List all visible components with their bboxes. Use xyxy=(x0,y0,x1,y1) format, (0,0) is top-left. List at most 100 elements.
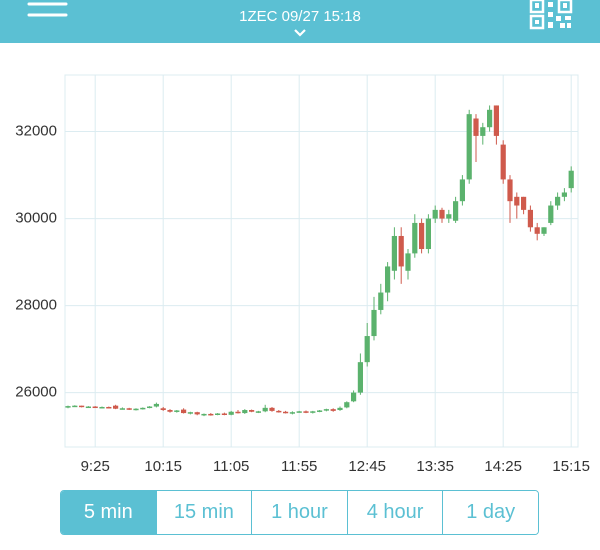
expand-chevron[interactable] xyxy=(294,29,306,37)
candle-body xyxy=(194,412,200,415)
candle-body xyxy=(187,412,193,414)
candle-body xyxy=(480,127,486,136)
candle-body xyxy=(283,411,289,414)
interval-tab[interactable]: 1 day xyxy=(442,491,538,534)
candle-body xyxy=(160,408,166,411)
candle-body xyxy=(357,362,363,393)
candle-body xyxy=(419,222,425,250)
candle-body xyxy=(371,309,377,337)
candle-body xyxy=(201,413,207,416)
candle-body xyxy=(249,410,255,412)
y-tick-label: 26000 xyxy=(15,384,57,401)
candle-body xyxy=(113,405,119,409)
chart: 26000 28000 30000 32000 9:25 10:15 11:05 11:55 1… xyxy=(15,74,590,475)
candle-body xyxy=(561,192,567,197)
candle-body xyxy=(85,406,91,409)
candle-body xyxy=(215,413,221,415)
candle-body xyxy=(555,196,561,206)
candle-body xyxy=(126,408,132,410)
candle-body xyxy=(208,413,214,416)
candle-body xyxy=(79,405,85,408)
x-tick-label: 12:45 xyxy=(348,458,386,475)
candle-body xyxy=(262,407,268,412)
candle-body xyxy=(153,403,159,407)
candle-body xyxy=(527,209,533,228)
x-tick-label: 15:15 xyxy=(552,458,590,475)
candle-body xyxy=(92,406,98,409)
interval-tab[interactable]: 15 min xyxy=(155,491,252,534)
candle-body xyxy=(99,406,105,409)
candle-body xyxy=(167,410,173,412)
candle-body xyxy=(330,409,336,411)
candle-body xyxy=(228,411,234,415)
candle-body xyxy=(507,179,513,202)
candle-body xyxy=(412,222,418,254)
candle-body xyxy=(473,118,479,136)
candle-body xyxy=(181,409,187,414)
candle-body xyxy=(317,410,323,412)
candle-body xyxy=(106,406,112,409)
header-subtitle: 1ZEC 09/27 15:18 xyxy=(239,8,361,25)
candle-body xyxy=(344,402,350,408)
candle-body xyxy=(391,235,397,271)
candle-body xyxy=(235,411,241,414)
candle-body xyxy=(385,266,391,293)
x-tick-label: 10:15 xyxy=(144,458,182,475)
candle-body xyxy=(269,407,275,411)
candle-body xyxy=(521,196,527,210)
candle-body xyxy=(221,413,227,415)
candle-body xyxy=(303,411,309,413)
candle-body xyxy=(459,179,465,202)
x-tick-label: 14:25 xyxy=(484,458,522,475)
candle-body xyxy=(446,214,452,219)
candle-body xyxy=(514,196,520,206)
header-icons: 1ZEC 09/27 15:18 xyxy=(27,0,573,37)
candle-body xyxy=(242,410,248,414)
candle-body xyxy=(337,407,343,411)
candle-body xyxy=(296,411,302,413)
plot-frame xyxy=(64,74,579,448)
candle-body xyxy=(133,408,139,411)
candle-body xyxy=(140,407,146,410)
interval-tabs: 5 min 15 min 1 hour 4 hour 1 day xyxy=(60,490,539,535)
y-tick-label: 28000 xyxy=(15,297,57,314)
candle-body xyxy=(432,209,438,219)
candle-body xyxy=(425,218,431,250)
candle-body xyxy=(568,170,574,189)
interval-tab[interactable]: 4 hour xyxy=(346,491,443,534)
candle-body xyxy=(500,144,506,180)
x-tick-label: 11:05 xyxy=(213,458,249,475)
candle-body xyxy=(310,411,316,413)
candle-body xyxy=(378,292,384,310)
candle-body xyxy=(439,209,445,219)
candle-body xyxy=(487,109,493,128)
candle-body xyxy=(453,201,459,221)
candle-body xyxy=(65,406,71,408)
y-tick-label: 30000 xyxy=(15,210,57,227)
candle-body xyxy=(466,114,472,180)
y-tick-label: 32000 xyxy=(15,123,57,140)
header: 1ZEC 09/27 15:18 xyxy=(0,0,600,43)
candle-body xyxy=(255,411,261,413)
candle-body xyxy=(72,405,78,408)
candle-body xyxy=(398,235,404,267)
x-tick-label: 11:55 xyxy=(281,458,317,475)
candle-body xyxy=(323,409,329,411)
candle-body xyxy=(351,392,357,402)
interval-tab[interactable]: 5 min xyxy=(61,491,156,534)
candle-body xyxy=(364,336,370,363)
candle-body xyxy=(147,406,153,409)
menu-button[interactable] xyxy=(27,2,68,17)
candle-body xyxy=(541,227,547,234)
candle-body xyxy=(119,408,125,410)
candle-body xyxy=(289,412,295,414)
candle-body xyxy=(534,227,540,234)
qr-button[interactable] xyxy=(529,0,573,30)
candle-body xyxy=(493,105,499,136)
x-tick-label: 13:35 xyxy=(416,458,454,475)
candle-body xyxy=(405,253,411,271)
interval-tab[interactable]: 1 hour xyxy=(251,491,347,534)
x-tick-label: 9:25 xyxy=(81,458,110,475)
candle-body xyxy=(276,410,282,413)
